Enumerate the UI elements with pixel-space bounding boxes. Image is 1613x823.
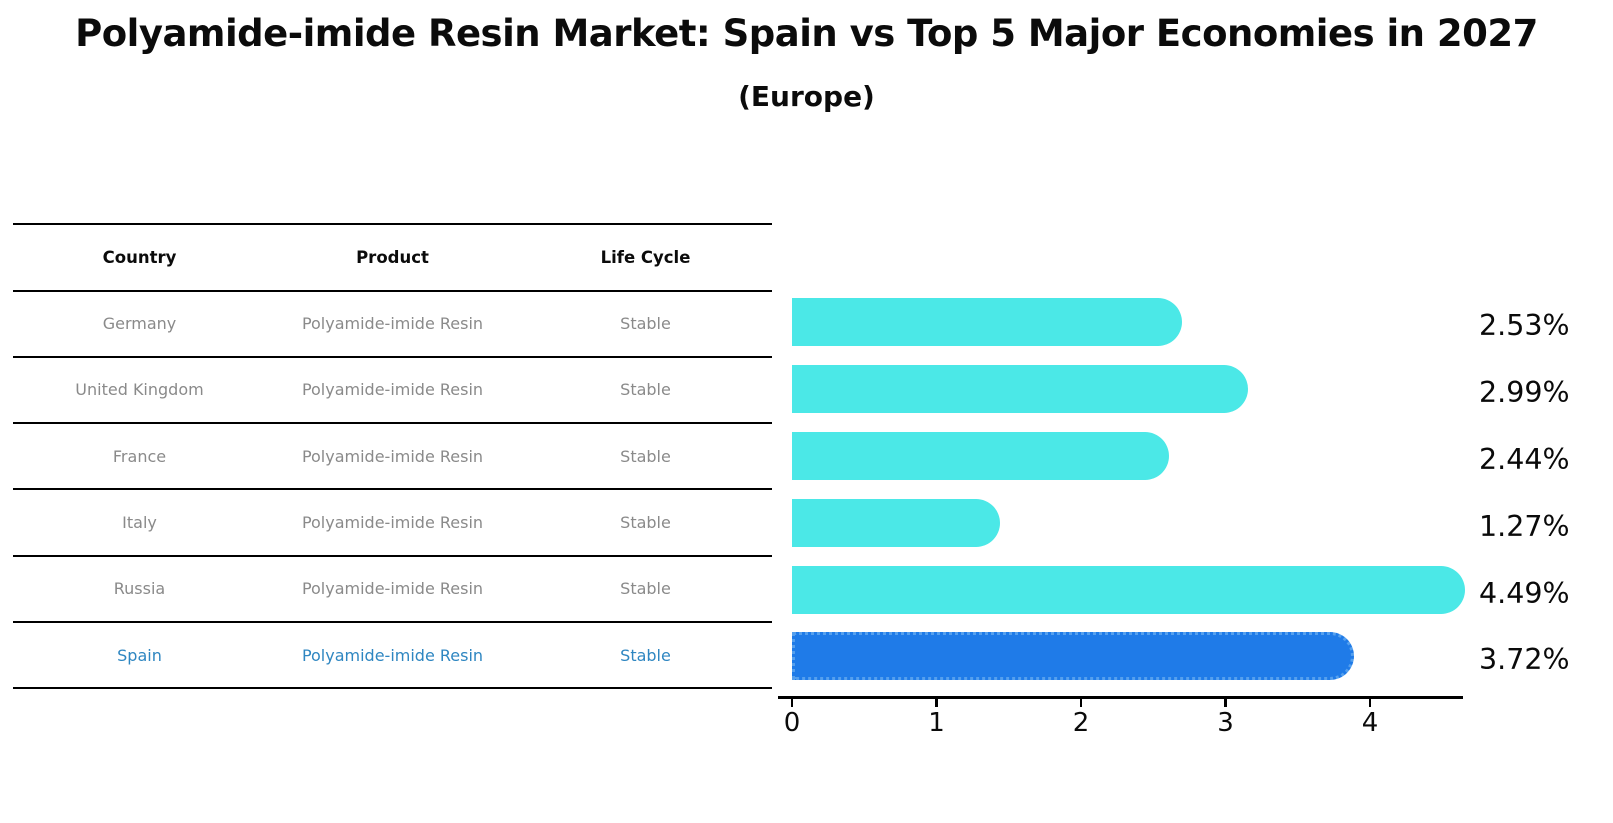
- country-cell: Russia: [113, 579, 166, 599]
- table-row: France Polyamide-imide Resin Stable: [13, 424, 772, 491]
- table-row: Germany Polyamide-imide Resin Stable: [13, 292, 772, 358]
- value-label: 2.44%: [1479, 442, 1570, 476]
- x-axis-tick-label: 0: [783, 708, 801, 738]
- x-axis-tick: [1079, 696, 1083, 707]
- country-cell: Italy: [122, 513, 157, 533]
- life-cycle-cell: Stable: [620, 645, 671, 665]
- bar: [792, 498, 1000, 547]
- bar: [792, 431, 1169, 480]
- table-row: United Kingdom Polyamide-imide Resin Stabl…: [13, 358, 772, 425]
- x-axis-tick: [1368, 696, 1372, 707]
- x-axis-tick-label: 1: [928, 708, 945, 738]
- life-cycle-cell: Stable: [620, 446, 671, 466]
- value-label: 2.53%: [1479, 309, 1570, 343]
- chart-title: Polyamide-imide Resin Market: Spain vs T…: [75, 12, 1538, 55]
- product-cell: Polyamide-imide Resin: [301, 314, 484, 334]
- product-cell: Polyamide-imide Resin: [301, 513, 484, 533]
- table-header-product: Product: [356, 247, 429, 267]
- x-axis-tick: [935, 696, 938, 707]
- table-header-country: Country: [102, 247, 177, 267]
- x-axis-line: [778, 696, 1463, 699]
- country-table: Country Product Life Cycle Germany Polyamid…: [13, 223, 772, 690]
- country-cell: France: [112, 446, 167, 466]
- x-axis-tick: [1224, 696, 1227, 707]
- life-cycle-cell: Stable: [620, 513, 671, 533]
- product-cell: Polyamide-imide Resin: [301, 645, 484, 665]
- country-cell: Spain: [117, 645, 162, 665]
- product-cell: Polyamide-imide Resin: [301, 380, 484, 400]
- x-axis-tick-label: 3: [1217, 708, 1234, 738]
- table-row: Spain Polyamide-imide Resin Stable: [13, 623, 772, 690]
- bar-highlight-spain: [792, 632, 1354, 681]
- country-cell: United Kingdom: [75, 380, 204, 400]
- bar: [792, 365, 1249, 414]
- life-cycle-cell: Stable: [620, 314, 671, 334]
- life-cycle-cell: Stable: [620, 579, 671, 599]
- x-axis-tick-label: 2: [1072, 708, 1090, 738]
- x-axis-tick: [790, 696, 794, 707]
- value-label: 4.49%: [1479, 576, 1570, 610]
- table-row: Russia Polyamide-imide Resin Stable: [13, 557, 772, 623]
- x-axis-tick-label: 4: [1361, 708, 1379, 738]
- product-cell: Polyamide-imide Resin: [301, 446, 484, 466]
- product-cell: Polyamide-imide Resin: [301, 579, 484, 599]
- value-label: 1.27%: [1479, 509, 1570, 543]
- bar: [792, 298, 1182, 347]
- bar: [792, 565, 1465, 614]
- table-header-life-cycle: Life Cycle: [600, 247, 691, 267]
- table-row: Italy Polyamide-imide Resin Stable: [13, 490, 772, 557]
- value-label: 2.99%: [1479, 376, 1570, 410]
- chart-subtitle: (Europe): [738, 80, 875, 113]
- table-header-row: Country Product Life Cycle: [13, 225, 772, 292]
- country-cell: Germany: [102, 314, 177, 334]
- value-label: 3.72%: [1479, 643, 1570, 677]
- life-cycle-cell: Stable: [620, 380, 671, 400]
- table-body: Germany Polyamide-imide Resin Stable United…: [13, 292, 772, 690]
